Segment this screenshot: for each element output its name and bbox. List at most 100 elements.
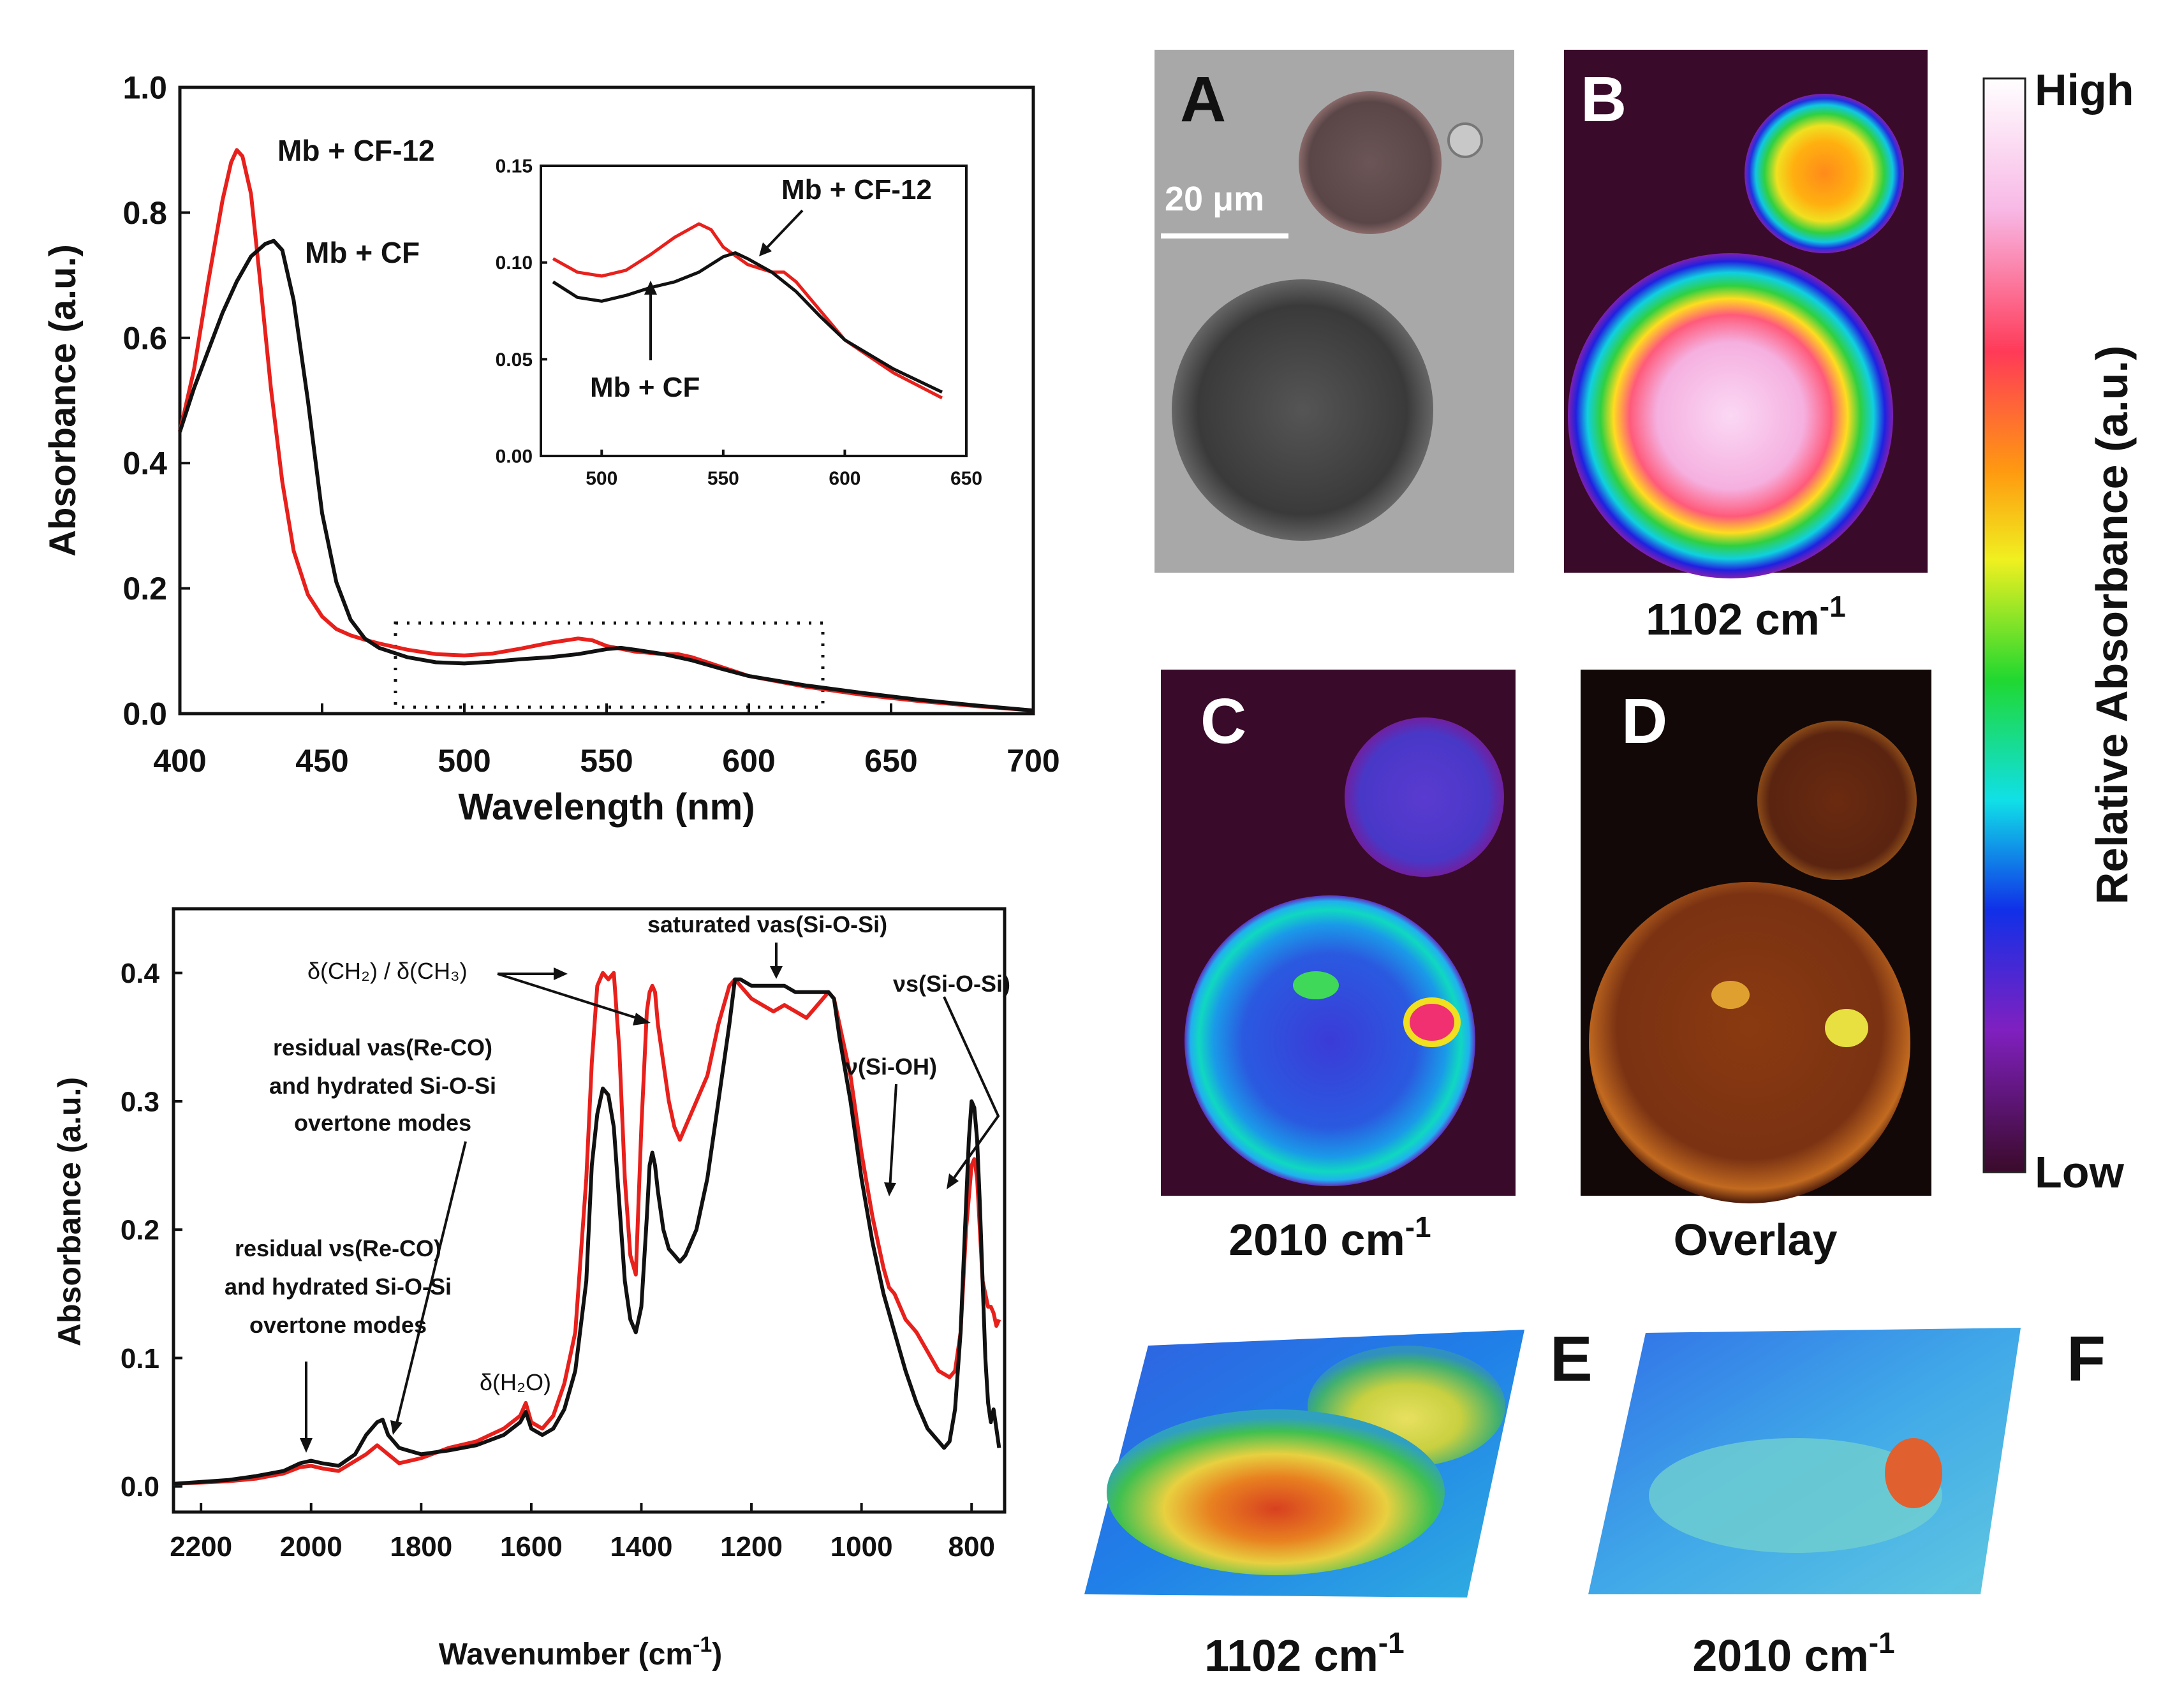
arrowhead-residual-s bbox=[300, 1438, 313, 1453]
panel-c-hotspot-green bbox=[1293, 971, 1339, 999]
annotation-residual-s-line1: residual νs(Re-CO) bbox=[235, 1235, 441, 1261]
inset-frame bbox=[540, 165, 968, 457]
panel-c-label: C bbox=[1200, 686, 1246, 757]
ir-x-label: Wavenumber (cm-1) bbox=[439, 1633, 723, 1671]
ir-x-tick-label: 1800 bbox=[390, 1531, 452, 1562]
uvvis-x-tick-label: 400 bbox=[153, 743, 206, 779]
panel-d-overlay: D bbox=[1581, 670, 1931, 1203]
annotation-residual-s: residual νs(Re-CO) and hydrated Si-O-Si … bbox=[225, 1235, 452, 1338]
arrowhead-delta-ch-2 bbox=[633, 1013, 651, 1025]
arrowhead-residual-as bbox=[390, 1420, 402, 1435]
inset-annotation-mb-cf: Mb + CF bbox=[590, 372, 700, 403]
ir-y-label: Absorbance (a.u.) bbox=[52, 1077, 87, 1346]
uvvis-x-tick-label: 450 bbox=[295, 743, 348, 779]
panel-c-ir-map-2010: C bbox=[1161, 670, 1516, 1196]
ir-x-tick-label: 1200 bbox=[720, 1531, 783, 1562]
arrow-line-sioh bbox=[889, 1083, 897, 1190]
annotation-residual-as-line1: residual νas(Re-CO) bbox=[273, 1034, 492, 1061]
panel-b-large-particle bbox=[1568, 253, 1893, 578]
uvvis-series-black bbox=[178, 239, 1034, 713]
arrowhead-nus bbox=[947, 1173, 959, 1189]
annotation-h2o: δ(H₂O) bbox=[480, 1369, 551, 1395]
uvvis-y-label: Absorbance (a.u.) bbox=[42, 244, 84, 557]
caption-d: Overlay bbox=[1674, 1215, 1838, 1265]
annotation-nu-sioh: ν(Si-OH) bbox=[845, 1054, 937, 1080]
annotation-mb-cf12: Mb + CF-12 bbox=[277, 134, 435, 167]
uvvis-y-tick-label: 0.2 bbox=[122, 571, 167, 606]
colorbar-title: Relative Absorbance (a.u.) bbox=[2087, 346, 2137, 905]
colorbar-gradient bbox=[1982, 77, 2026, 1173]
ir-plot-frame bbox=[172, 907, 1007, 1514]
panel-f-hotspot bbox=[1885, 1438, 1942, 1508]
uvvis-x-tick-label: 500 bbox=[438, 743, 491, 779]
inset-series bbox=[552, 222, 943, 400]
ir-axis-ticks: 2200 2000 1800 1600 1400 1200 1000 800 0.0 0.1 0.2… bbox=[121, 958, 995, 1562]
inset-series-black bbox=[552, 251, 943, 394]
uvvis-axis-ticks: 400 450 500 550 600 650 700 0.0 0.2 0.4 0.6 0.8 1.0 bbox=[122, 70, 1059, 779]
ir-x-tick-label: 1000 bbox=[830, 1531, 893, 1562]
inset-arrowhead-cf bbox=[644, 281, 657, 295]
colorbar: High Low Relative Absorbance (a.u.) bbox=[1982, 65, 2137, 1197]
inset-series-red bbox=[552, 222, 943, 400]
annotation-residual-as-line2: and hydrated Si-O-Si bbox=[269, 1073, 496, 1099]
uvvis-y-tick-label: 0.4 bbox=[122, 446, 167, 481]
uvvis-y-tick-label: 1.0 bbox=[122, 70, 167, 106]
ir-chart: 2200 2000 1800 1600 1400 1200 1000 800 0.0 0.1 0.2… bbox=[52, 907, 1010, 1671]
panel-d-hotspot-2 bbox=[1825, 1009, 1868, 1047]
inset-y-tick-label: 0.15 bbox=[496, 156, 533, 177]
arrowhead-delta-ch-1 bbox=[554, 967, 568, 980]
uvvis-series bbox=[178, 148, 1034, 713]
inset-arrowhead-cf12 bbox=[759, 242, 772, 256]
inset-x-tick-label: 650 bbox=[950, 468, 982, 489]
annotation-residual-s-line2: and hydrated Si-O-Si bbox=[225, 1274, 452, 1300]
zoom-region-box bbox=[394, 621, 825, 709]
uvvis-y-tick-label: 0.6 bbox=[122, 320, 167, 356]
inset-axis-ticks: 500 550 600 650 0.00 0.05 0.10 0.15 bbox=[496, 156, 982, 490]
inset-y-tick-label: 0.05 bbox=[496, 349, 533, 371]
annotation-residual-s-line3: overtone modes bbox=[249, 1312, 427, 1338]
panel-d-hotspot-1 bbox=[1711, 981, 1750, 1009]
panel-c-large-particle bbox=[1184, 895, 1475, 1186]
annotation-mb-cf: Mb + CF bbox=[305, 236, 420, 269]
panel-a-bubble bbox=[1447, 122, 1483, 158]
panel-d-large-particle bbox=[1589, 882, 1910, 1203]
scale-bar-label: 20 μm bbox=[1165, 180, 1264, 218]
arrow-line-nus bbox=[943, 996, 1000, 1184]
caption-e: 1102 cm-1 bbox=[1204, 1626, 1404, 1680]
inset-x-tick-label: 550 bbox=[707, 468, 739, 489]
inset-x-tick-label: 500 bbox=[586, 468, 617, 489]
inset-x-tick-label: 600 bbox=[829, 468, 860, 489]
uvvis-x-tick-label: 650 bbox=[864, 743, 917, 779]
uvvis-x-label: Wavelength (nm) bbox=[458, 786, 755, 828]
ir-x-tick-label: 2000 bbox=[280, 1531, 343, 1562]
panel-d-small-particle bbox=[1757, 721, 1917, 880]
uvvis-y-tick-label: 0.8 bbox=[122, 195, 167, 231]
caption-f: 2010 cm-1 bbox=[1692, 1626, 1894, 1680]
ir-y-tick-label: 0.2 bbox=[121, 1215, 159, 1246]
colorbar-high-label: High bbox=[2035, 65, 2134, 115]
arrow-line-residual-as bbox=[394, 1141, 467, 1429]
annotation-nus-sioSi: νs(Si-O-Si) bbox=[893, 971, 1010, 997]
uvvis-x-tick-label: 600 bbox=[722, 743, 775, 779]
annotation-delta-ch: δ(CH₂) / δ(CH₃) bbox=[307, 958, 468, 984]
ir-series-black bbox=[173, 977, 1001, 1486]
panel-f-large-particle bbox=[1649, 1438, 1942, 1553]
arrowhead-saturated bbox=[770, 966, 783, 979]
panel-a-large-particle bbox=[1172, 279, 1433, 541]
inset-y-tick-label: 0.10 bbox=[496, 253, 533, 274]
uvvis-y-tick-label: 0.0 bbox=[122, 696, 167, 732]
inset-annotation-mb-cf12: Mb + CF-12 bbox=[781, 174, 932, 205]
panel-b-small-particle bbox=[1745, 94, 1904, 253]
annotation-residual-as: residual νas(Re-CO) and hydrated Si-O-Si… bbox=[269, 1034, 496, 1136]
ir-y-tick-label: 0.4 bbox=[121, 958, 160, 989]
annotation-saturated: saturated νas(Si-O-Si) bbox=[647, 911, 887, 937]
annotation-residual-as-line3: overtone modes bbox=[294, 1110, 471, 1136]
panel-c-hotspot-red bbox=[1403, 997, 1461, 1047]
inset-arrow-line-cf12 bbox=[762, 209, 804, 253]
ir-series bbox=[173, 971, 1001, 1486]
colorbar-low-label: Low bbox=[2035, 1147, 2125, 1197]
panel-e-label: E bbox=[1550, 1323, 1593, 1395]
panel-a-small-particle bbox=[1299, 91, 1442, 234]
panel-f-3d-2010: F bbox=[1588, 1323, 2106, 1594]
